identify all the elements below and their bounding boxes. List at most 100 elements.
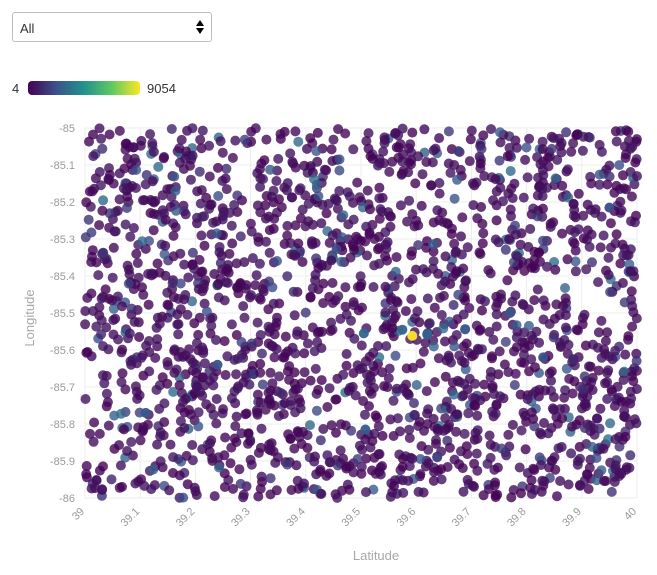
scatter-point [81, 197, 92, 208]
scatter-point [438, 323, 449, 334]
scatter-point [182, 309, 193, 320]
scatter-point [627, 371, 637, 382]
scatter-point [80, 306, 91, 317]
scatter-point [94, 302, 105, 313]
scatter-point [485, 366, 496, 377]
scatter-point [170, 185, 181, 196]
scatter-point [110, 226, 121, 237]
scatter-point [568, 138, 579, 149]
scatter-point [330, 194, 341, 205]
y-tick-label: -86 [59, 493, 75, 505]
scatter-point [363, 128, 374, 139]
scatter-point [533, 247, 544, 258]
scatter-point [620, 349, 631, 360]
scatter-point [118, 183, 129, 194]
scatter-point [334, 186, 345, 196]
scatter-point [321, 260, 332, 271]
scatter-point [221, 163, 232, 174]
scatter-point [246, 338, 257, 349]
scatter-point [265, 473, 276, 484]
scatter-point [299, 348, 310, 359]
scatter-point [562, 164, 573, 175]
scatter-point [427, 157, 438, 168]
scatter-point [152, 334, 163, 345]
scatter-point [132, 393, 143, 404]
scatter-point [472, 343, 483, 354]
scatter-point [549, 257, 560, 267]
scatter-point [411, 380, 422, 390]
scatter-point [605, 418, 616, 429]
scatter-point [424, 318, 435, 329]
scatter-point [534, 337, 545, 348]
scatter-point [81, 347, 92, 358]
scatter-point [441, 396, 452, 407]
scatter-point [340, 420, 351, 431]
scatter-point [258, 174, 268, 184]
scatter-point [159, 417, 170, 428]
scatter-point [181, 146, 192, 157]
scatter-point [543, 428, 554, 439]
scatter-point [583, 484, 594, 494]
scatter-point [285, 433, 296, 444]
scatter-point [356, 340, 367, 351]
scatter-point [136, 474, 147, 485]
scatter-point [213, 162, 223, 173]
scatter-point [477, 238, 488, 249]
scatter-point [407, 127, 418, 138]
scatter-point [586, 178, 597, 189]
x-tick-label: 39.4 [284, 506, 308, 530]
scatter-point [204, 375, 215, 386]
scatter-point [187, 440, 198, 450]
scatter-point [174, 380, 185, 391]
scatter-point [570, 266, 581, 277]
scatter-point [407, 453, 418, 464]
scatter-point [312, 337, 323, 348]
scatter-point [627, 301, 638, 312]
x-tick-label: 39.7 [450, 506, 474, 530]
scatter-point [516, 357, 527, 368]
scatter-point [340, 128, 351, 139]
scatter-point [610, 126, 621, 137]
scatter-point [383, 373, 394, 384]
filter-select[interactable]: All [12, 12, 212, 42]
scatter-point [80, 319, 91, 330]
scatter-point [440, 413, 451, 424]
scatter-point [395, 200, 406, 211]
scatter-point [594, 423, 605, 434]
scatter-point [410, 178, 421, 189]
scatter-point [526, 354, 537, 365]
scatter-point [382, 382, 393, 393]
scatter-point [516, 488, 526, 499]
scatter-point [226, 442, 237, 453]
scatter-point [272, 256, 282, 266]
scatter-point [274, 371, 285, 382]
scatter-point [152, 341, 163, 352]
scatter-point [577, 145, 588, 156]
scatter-point [312, 127, 323, 138]
scatter-point [236, 337, 247, 347]
scatter-point [85, 428, 95, 439]
scatter-point [324, 291, 335, 302]
scatter-point [599, 344, 610, 355]
scatter-point [204, 171, 215, 182]
scatter-point [309, 346, 320, 357]
scatter-point [403, 475, 414, 486]
scatter-point [224, 207, 235, 218]
scatter-point [252, 389, 263, 400]
scatter-point [478, 130, 489, 141]
scatter-point [319, 164, 330, 175]
scatter-point [434, 178, 445, 188]
scatter-point [568, 199, 579, 209]
scatter-point [595, 242, 606, 253]
scatter-point [232, 282, 242, 293]
scatter-point [520, 154, 531, 165]
scatter-point [578, 210, 589, 221]
scatter-point [380, 307, 391, 318]
scatter-point [361, 487, 371, 498]
scatter-point [433, 268, 444, 279]
scatter-point [556, 138, 567, 149]
scatter-point [255, 358, 266, 369]
scatter-point [546, 143, 557, 154]
scatter-point [370, 410, 381, 421]
scatter-point [120, 219, 131, 230]
